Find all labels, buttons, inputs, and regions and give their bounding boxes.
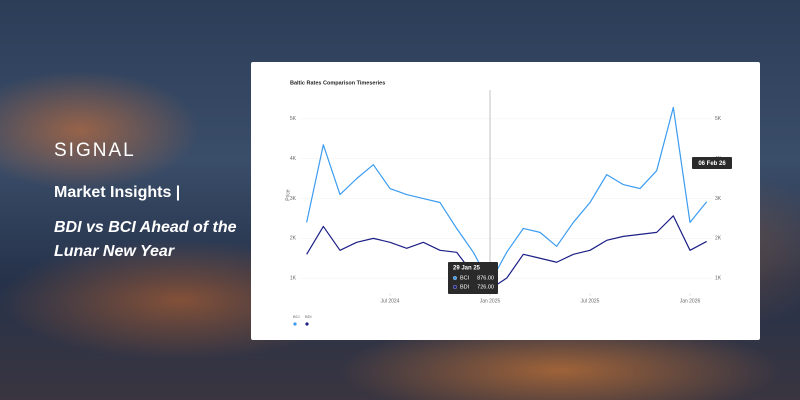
tooltip-date: 29 Jan 25 (453, 266, 481, 272)
legend-marker (293, 322, 297, 326)
tooltip-dot (453, 276, 457, 280)
logo: SIGNAL (54, 140, 136, 161)
y-tick-label: 1K (290, 276, 297, 282)
y-tick-label: 4K (290, 156, 297, 162)
legend-label: BCI (293, 314, 300, 319)
y-tick-label: 5K (290, 116, 297, 122)
end-tooltip-date: 06 Feb 26 (698, 161, 726, 167)
tooltip: 29 Jan 25 BCI 876.00 BDI 726.00 (448, 262, 498, 294)
tooltip-box (448, 262, 498, 294)
y-label: Price (285, 189, 291, 201)
y2-tick-label: 5K (715, 116, 722, 122)
end-tooltip-box (692, 157, 732, 169)
legend-marker (305, 322, 309, 326)
x-tick-label: Jan 2025 (480, 298, 501, 304)
x-tick-label: Jan 2026 (680, 298, 701, 304)
series-line (306, 106, 708, 284)
x-tick-label: Jul 2024 (381, 298, 400, 304)
heading: Market Insights | (54, 184, 181, 201)
chart-panel (251, 62, 760, 340)
branding: SIGNAL Market Insights | BDI vs BCI Ahea… (54, 140, 244, 264)
tooltip-name: BCI (460, 275, 470, 281)
y-tick-label: 3K (290, 196, 297, 202)
tooltip-value: 876.00 (477, 275, 494, 281)
y2-tick-label: 2K (715, 236, 722, 242)
x-tick-label: Jul 2025 (581, 298, 600, 304)
tooltip-value: 726.00 (477, 284, 494, 290)
chart-title: Baltic Rates Comparison Timeseries (290, 80, 385, 86)
tooltip-dot (453, 285, 457, 289)
subheading: BDI vs BCI Ahead of the Lunar New Year (54, 219, 237, 260)
series-line (306, 215, 707, 290)
y-tick-label: 2K (290, 236, 297, 242)
tooltip-name: BDI (460, 284, 470, 290)
y2-tick-label: 3K (715, 196, 722, 202)
y2-tick-label: 1K (715, 276, 722, 282)
legend-label: BDI (305, 314, 312, 319)
